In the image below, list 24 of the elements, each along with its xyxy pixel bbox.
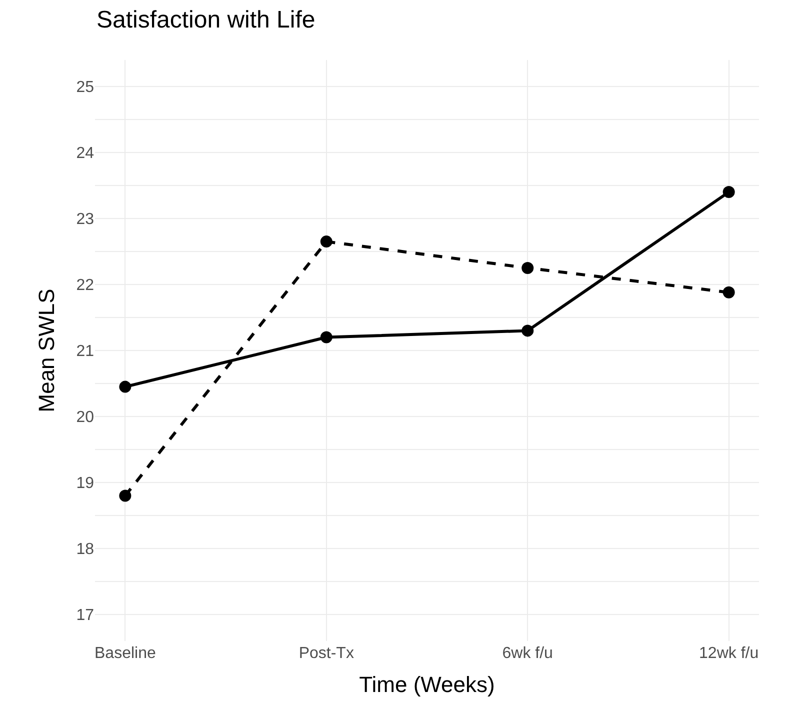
y-tick-label: 24 [76, 145, 94, 162]
x-tick-label: 6wk f/u [502, 645, 553, 662]
x-tick-label: 12wk f/u [699, 645, 759, 662]
y-tick-label: 17 [76, 607, 94, 624]
point [119, 380, 132, 393]
y-tick-label: 18 [76, 541, 94, 558]
y-tick-label: 23 [76, 211, 94, 228]
y-tick-label: 19 [76, 475, 94, 492]
point [320, 236, 332, 248]
y-tick-label: 25 [76, 79, 94, 96]
point [522, 324, 534, 337]
point [722, 186, 735, 198]
y-tick-label: 22 [76, 277, 94, 294]
chart-title: Satisfaction with Life [96, 6, 316, 34]
x-tick-label: Post-Tx [298, 645, 354, 662]
point [722, 286, 735, 298]
point [119, 490, 132, 502]
point [522, 262, 534, 274]
y-axis-title: Mean SWLS [34, 288, 60, 412]
y-tick-label: 20 [76, 409, 94, 426]
point [320, 331, 332, 344]
x-axis-title: Time (Weeks) [359, 672, 495, 697]
x-tick-label: Baseline [94, 645, 156, 662]
y-tick-label: 21 [76, 343, 94, 360]
